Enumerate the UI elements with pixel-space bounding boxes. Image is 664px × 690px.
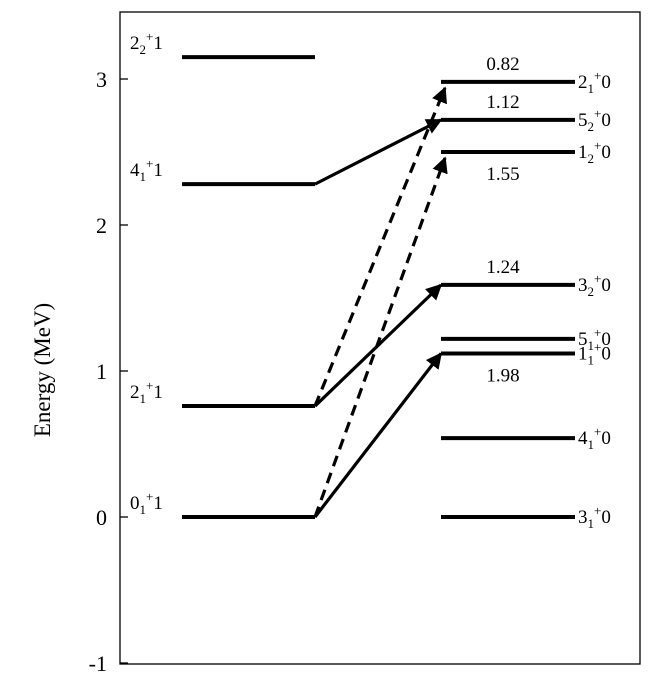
level-label: 21+0 <box>578 68 611 96</box>
level-label: 31+0 <box>578 503 611 531</box>
transition-value-label: 1.12 <box>486 92 519 113</box>
transition-value-label: 1.24 <box>486 257 520 278</box>
transition-arrows <box>313 86 448 518</box>
level-label: 32+0 <box>578 271 611 299</box>
level-label: 41+1 <box>130 156 163 184</box>
y-tick-label: 1 <box>96 359 107 384</box>
transition-value-label: 1.55 <box>486 164 519 185</box>
y-tick-label: 2 <box>96 213 107 238</box>
level-label: 22+1 <box>130 29 163 57</box>
solid-transition-arrow <box>314 118 443 186</box>
plot-frame <box>119 11 641 665</box>
y-tick-label: 3 <box>96 67 107 92</box>
level-label: 51+0 <box>578 325 611 353</box>
level-label: 11+0 <box>578 339 611 367</box>
level-label: 21+1 <box>130 378 163 406</box>
y-axis-ticks: 3 2 1 0 -1 <box>89 67 128 676</box>
transition-value-label: 1.98 <box>486 365 519 386</box>
energy-levels: 22+1 41+1 21+1 01+1 21+0 52+0 12+0 32+0 51+011+0… <box>130 29 611 531</box>
y-tick-label: -1 <box>89 651 107 676</box>
y-tick-label: 0 <box>96 505 107 530</box>
solid-transition-arrow <box>313 352 443 518</box>
level-label: 01+1 <box>130 489 163 517</box>
level-label: 12+0 <box>578 138 611 166</box>
level-label: 41+0 <box>578 424 611 452</box>
transition-value-label: 0.82 <box>486 54 519 75</box>
dashed-transition-arrow <box>313 86 447 407</box>
transition-values: 0.82 1.12 1.55 1.24 1.98 <box>486 54 520 387</box>
y-axis-title: Energy (MeV) <box>30 303 55 437</box>
level-label: 52+0 <box>578 106 611 134</box>
dashed-transition-arrow <box>313 156 448 518</box>
